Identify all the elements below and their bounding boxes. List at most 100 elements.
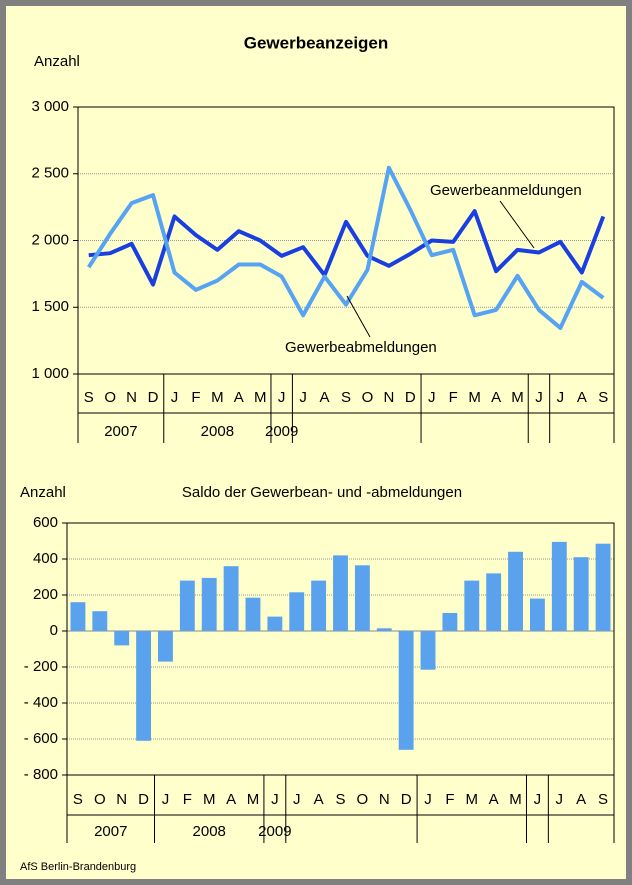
x-tick-label: F xyxy=(191,389,200,406)
year-label: 2008 xyxy=(201,423,234,440)
panel xyxy=(6,6,626,879)
plot-frame xyxy=(66,522,615,776)
x-tick-label: O xyxy=(94,791,106,808)
series-label: Gewerbeanmeldungen xyxy=(430,182,582,199)
bar xyxy=(289,592,305,631)
x-tick-label: A xyxy=(576,791,586,808)
x-tick-label: M xyxy=(468,389,481,406)
x-tick-label: A xyxy=(226,791,236,808)
x-tick-label: S xyxy=(84,389,94,406)
bar xyxy=(223,566,239,631)
x-tick-label: N xyxy=(383,389,394,406)
source: AfS Berlin-Brandenburg xyxy=(20,861,136,873)
x-tick-label: F xyxy=(183,791,192,808)
bar xyxy=(398,631,414,750)
bar xyxy=(201,577,217,631)
x-tick-label: S xyxy=(335,791,345,808)
y-tick-label: 3 000 xyxy=(31,98,69,115)
bar xyxy=(420,631,436,670)
y-tick-label: 0 xyxy=(50,622,58,639)
y-tick-label: - 600 xyxy=(24,730,58,747)
bar xyxy=(486,573,502,631)
x-tick-label: O xyxy=(357,791,369,808)
line-series xyxy=(88,209,606,287)
year-label: 2007 xyxy=(94,823,127,840)
x-tick-label: J xyxy=(557,389,565,406)
year-label: 2007 xyxy=(104,423,137,440)
bar xyxy=(114,631,130,646)
leader-line xyxy=(346,295,371,338)
bar xyxy=(311,580,327,631)
x-tick-label: S xyxy=(598,389,608,406)
chart-title: Saldo der Gewerbean- und -abmeldungen xyxy=(182,484,462,501)
x-tick-label: M xyxy=(247,791,260,808)
bar xyxy=(595,543,611,631)
x-tick-label: J xyxy=(293,791,301,808)
y-tick-label: 1 000 xyxy=(31,365,69,382)
leader-line xyxy=(499,200,535,249)
x-tick-label: J xyxy=(271,791,279,808)
x-tick-label: N xyxy=(116,791,127,808)
y-tick-label: - 400 xyxy=(24,694,58,711)
plot-frame xyxy=(77,106,615,375)
bar xyxy=(354,565,370,631)
line-series xyxy=(87,165,605,330)
bar xyxy=(573,557,589,631)
bar xyxy=(136,631,152,741)
year-label: 2009 xyxy=(265,423,298,440)
x-tick-label: J xyxy=(534,791,542,808)
y-tick-label: 2 500 xyxy=(31,165,69,182)
x-tick-label: A xyxy=(234,389,244,406)
x-tick-label: J xyxy=(171,389,179,406)
x-tick-label: N xyxy=(379,791,390,808)
x-tick-label: D xyxy=(138,791,149,808)
series-label: Gewerbeabmeldungen xyxy=(285,339,437,356)
x-tick-label: O xyxy=(104,389,116,406)
bar xyxy=(179,580,195,631)
y-tick-label: 400 xyxy=(33,550,58,567)
x-tick-label: M xyxy=(511,389,524,406)
x-tick-label: M xyxy=(254,389,267,406)
x-tick-label: M xyxy=(211,389,224,406)
x-tick-label: A xyxy=(577,389,587,406)
year-label: 2008 xyxy=(193,823,226,840)
x-tick-label: A xyxy=(491,389,501,406)
bar xyxy=(70,602,86,631)
x-tick-label: J xyxy=(299,389,307,406)
bar xyxy=(376,628,392,631)
x-tick-label: D xyxy=(401,791,412,808)
x-tick-label: M xyxy=(203,791,216,808)
x-tick-label: D xyxy=(405,389,416,406)
bar xyxy=(551,541,567,631)
y-axis-label: Anzahl xyxy=(34,53,80,70)
x-tick-label: S xyxy=(598,791,608,808)
x-tick-label: A xyxy=(489,791,499,808)
bar xyxy=(333,555,348,631)
x-tick-label: N xyxy=(126,389,137,406)
y-tick-label: - 800 xyxy=(24,766,58,783)
y-tick-label: 1 500 xyxy=(31,298,69,315)
chart-title: Gewerbeanzeigen xyxy=(244,33,389,52)
x-tick-label: J xyxy=(556,791,564,808)
x-tick-label: M xyxy=(466,791,479,808)
x-tick-label: J xyxy=(278,389,286,406)
x-tick-label: J xyxy=(162,791,170,808)
x-tick-label: A xyxy=(320,389,330,406)
x-tick-label: A xyxy=(314,791,324,808)
x-tick-label: J xyxy=(535,389,543,406)
y-tick-label: 600 xyxy=(33,514,58,531)
x-tick-label: O xyxy=(362,389,374,406)
y-tick-label: - 200 xyxy=(24,658,58,675)
x-tick-label: J xyxy=(428,389,436,406)
bar xyxy=(267,616,283,631)
x-tick-label: D xyxy=(148,389,159,406)
bar xyxy=(464,580,480,631)
bar xyxy=(442,613,458,631)
bar xyxy=(92,611,108,631)
bar xyxy=(158,631,173,662)
x-tick-label: F xyxy=(445,791,454,808)
bar xyxy=(508,551,523,631)
y-tick-label: 2 000 xyxy=(31,231,69,248)
x-tick-label: S xyxy=(341,389,351,406)
